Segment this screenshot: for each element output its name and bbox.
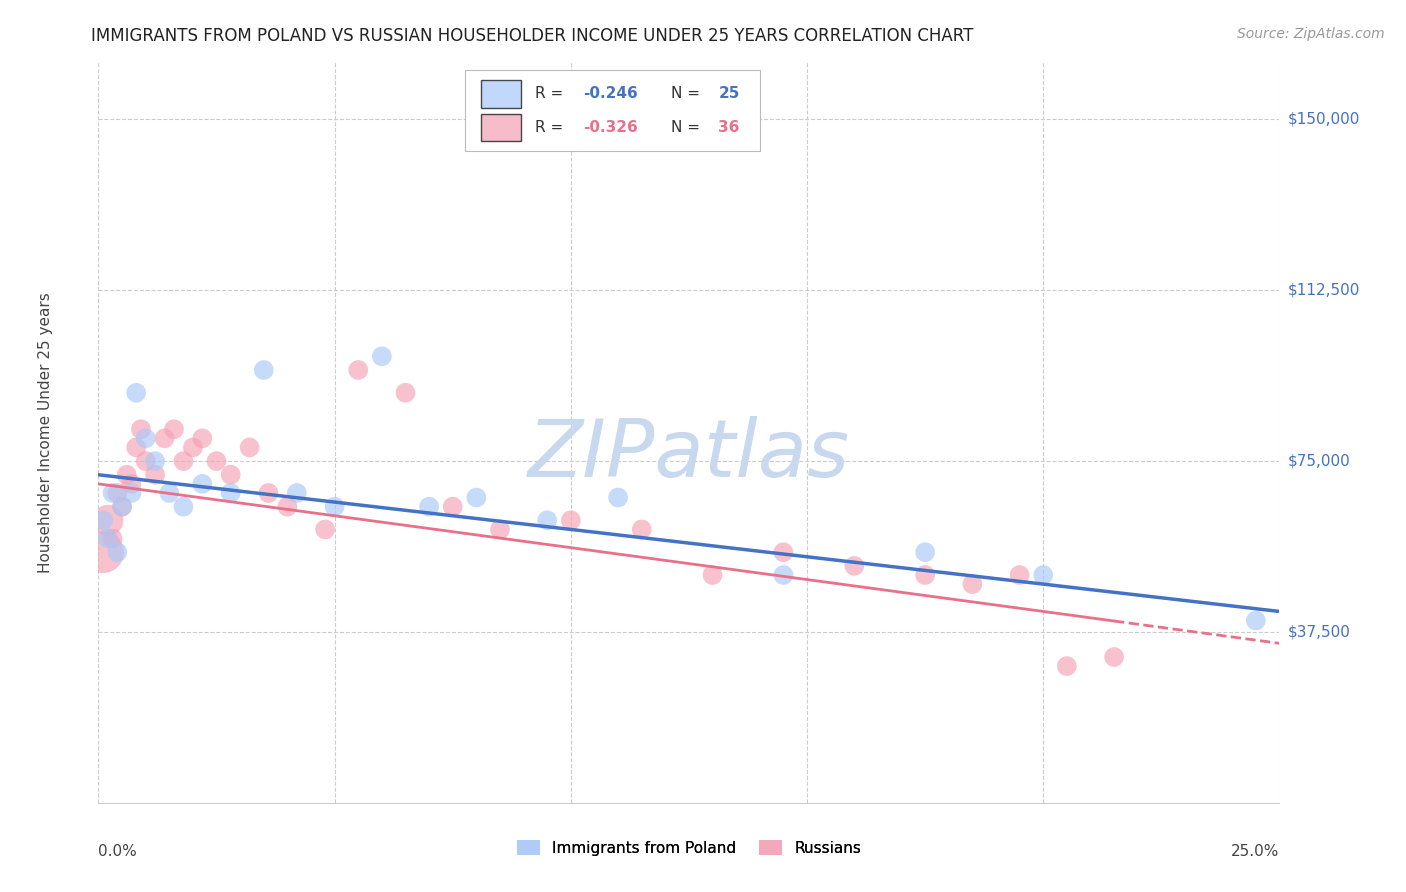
Point <box>844 558 866 573</box>
Text: 36: 36 <box>718 120 740 135</box>
Point <box>323 500 346 514</box>
Point <box>191 476 214 491</box>
Point <box>285 486 308 500</box>
Point <box>489 523 512 537</box>
Point <box>1102 650 1125 665</box>
Text: N =: N = <box>671 120 704 135</box>
Point <box>257 486 280 500</box>
Point <box>143 454 166 468</box>
Text: -0.326: -0.326 <box>582 120 637 135</box>
Point <box>111 500 134 514</box>
Point <box>105 545 128 559</box>
Point <box>101 532 124 546</box>
Point <box>962 577 984 591</box>
Text: R =: R = <box>536 86 568 101</box>
Legend: Immigrants from Poland, Russians: Immigrants from Poland, Russians <box>510 834 868 862</box>
Point <box>347 363 370 377</box>
Point <box>418 500 440 514</box>
Text: $75,000: $75,000 <box>1288 454 1351 468</box>
Text: R =: R = <box>536 120 568 135</box>
Point <box>97 513 120 527</box>
Point <box>253 363 276 377</box>
Point <box>181 441 204 455</box>
Point <box>1008 568 1031 582</box>
FancyBboxPatch shape <box>481 80 522 108</box>
Point <box>135 431 157 445</box>
Point <box>163 422 186 436</box>
Text: 25.0%: 25.0% <box>1232 844 1279 858</box>
Point <box>465 491 488 505</box>
FancyBboxPatch shape <box>481 113 522 141</box>
Point <box>153 431 176 445</box>
Point <box>121 486 143 500</box>
Point <box>125 441 148 455</box>
Point <box>914 545 936 559</box>
Point <box>172 454 194 468</box>
Text: 0.0%: 0.0% <box>98 844 138 858</box>
Point <box>105 486 128 500</box>
Point <box>772 568 794 582</box>
Point <box>205 454 228 468</box>
Point <box>97 532 120 546</box>
Point <box>135 454 157 468</box>
Point <box>630 523 652 537</box>
Point <box>772 545 794 559</box>
Point <box>91 513 114 527</box>
Point <box>1244 614 1267 628</box>
Point <box>157 486 180 500</box>
Text: Householder Income Under 25 years: Householder Income Under 25 years <box>38 293 53 573</box>
Point <box>191 431 214 445</box>
Point <box>441 500 464 514</box>
Text: Source: ZipAtlas.com: Source: ZipAtlas.com <box>1237 27 1385 41</box>
Text: IMMIGRANTS FROM POLAND VS RUSSIAN HOUSEHOLDER INCOME UNDER 25 YEARS CORRELATION : IMMIGRANTS FROM POLAND VS RUSSIAN HOUSEH… <box>91 27 974 45</box>
Point <box>111 500 134 514</box>
Point <box>1032 568 1054 582</box>
Point <box>914 568 936 582</box>
Point <box>314 523 336 537</box>
Point <box>219 467 242 482</box>
Point <box>91 545 114 559</box>
Point <box>219 486 242 500</box>
Point <box>536 513 558 527</box>
Text: -0.246: -0.246 <box>582 86 637 101</box>
Text: $150,000: $150,000 <box>1288 112 1360 127</box>
Point <box>239 441 262 455</box>
Point <box>121 476 143 491</box>
Text: $112,500: $112,500 <box>1288 283 1360 298</box>
Point <box>115 467 138 482</box>
Point <box>125 385 148 400</box>
Point <box>702 568 724 582</box>
Point <box>1056 659 1078 673</box>
Text: N =: N = <box>671 86 704 101</box>
Point <box>143 467 166 482</box>
Text: $37,500: $37,500 <box>1288 624 1351 640</box>
Point <box>371 349 394 363</box>
Point <box>129 422 152 436</box>
Point <box>172 500 194 514</box>
Point <box>394 385 416 400</box>
Text: ZIPatlas: ZIPatlas <box>527 416 851 494</box>
FancyBboxPatch shape <box>464 70 759 152</box>
Point <box>101 486 124 500</box>
Point <box>276 500 298 514</box>
Text: 25: 25 <box>718 86 740 101</box>
Point <box>560 513 582 527</box>
Point <box>607 491 630 505</box>
